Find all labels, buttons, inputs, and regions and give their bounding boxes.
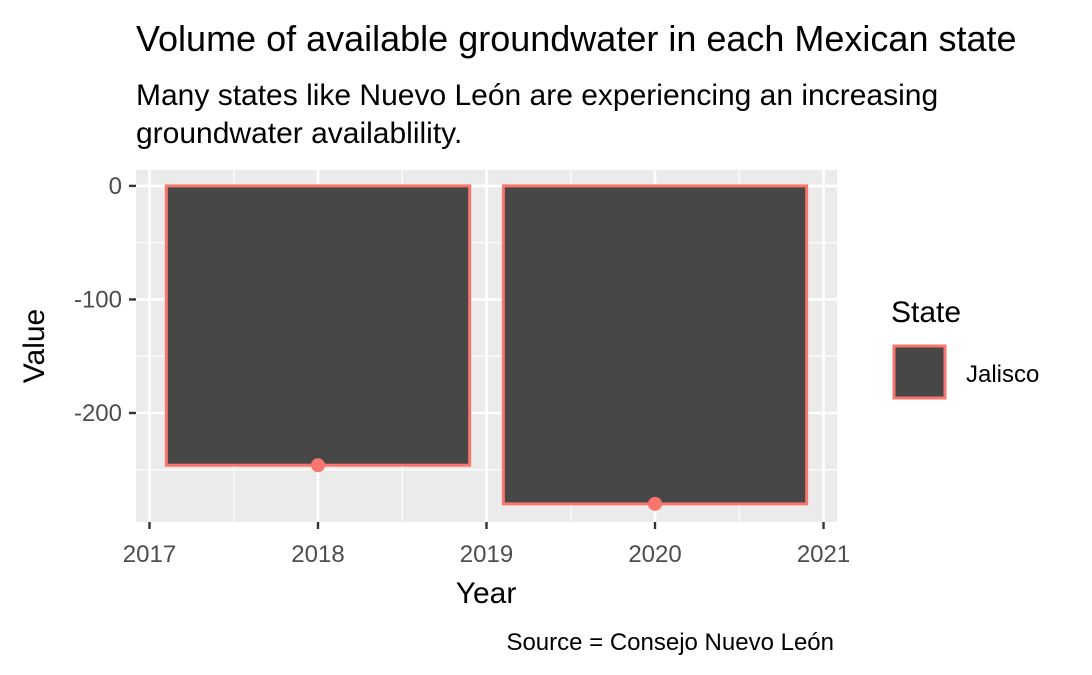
y-tick-label: -200 [74, 400, 122, 427]
x-tick-label: 2021 [797, 541, 850, 568]
bar [501, 184, 809, 506]
x-tick-label: 2020 [628, 541, 681, 568]
x-tick-label: 2017 [123, 541, 176, 568]
data-point [310, 458, 325, 473]
legend-label-jalisco: Jalisco [966, 361, 1039, 388]
legend-title: State [891, 296, 961, 329]
x-axis-label: Year [456, 577, 517, 610]
y-tick-label: 0 [109, 173, 122, 200]
chart-subtitle-line-1: Many states like Nuevo León are experien… [136, 79, 938, 112]
x-tick-label: 2019 [460, 541, 513, 568]
bar [164, 184, 472, 467]
y-tick-label: -100 [74, 286, 122, 313]
legend-key-jalisco [892, 344, 947, 400]
chart-subtitle-line-2: groundwater availablility. [136, 117, 462, 150]
bars-layer [164, 184, 809, 506]
chart-caption: Source = Consejo Nuevo León [506, 629, 834, 656]
x-tick-label: 2018 [291, 541, 344, 568]
data-point [648, 496, 663, 511]
axes-layer: 2017 2018 2019 2020 2021 0 -100 -200 [74, 173, 850, 568]
points-layer [310, 458, 663, 511]
y-axis-label: Value [18, 309, 51, 384]
chart-title: Volume of available groundwater in each … [136, 18, 1017, 59]
